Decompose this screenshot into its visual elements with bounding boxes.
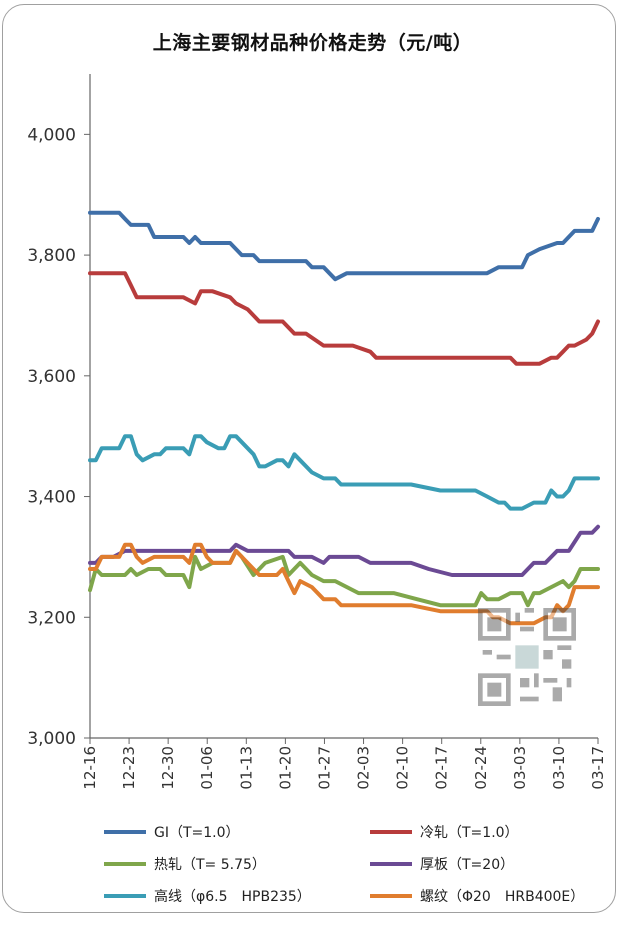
- x-tick-label: 03-03: [511, 746, 529, 790]
- axes: [89, 74, 598, 739]
- series-line-1: [88, 271, 600, 366]
- legend-label-2: 热轧（T= 5.75）: [154, 857, 266, 873]
- series-line-4: [88, 434, 600, 511]
- x-tick-label: 12-30: [159, 746, 177, 790]
- y-tick-label: 3,400: [27, 488, 76, 508]
- chart-frame: [2, 4, 616, 913]
- x-tick-label: 02-03: [355, 746, 373, 790]
- x-tick-label: 03-17: [589, 746, 607, 790]
- y-tick-label: 3,800: [27, 246, 76, 266]
- legend-label-4: 高线（φ6.5 HPB235）: [154, 888, 311, 905]
- qr-code-watermark: [478, 608, 576, 706]
- x-axis-ticks: 12-16 12-23 12-30 01-06 01-13 01-20 01-27 02-03…: [81, 738, 607, 790]
- y-tick-label: 3,200: [27, 608, 76, 628]
- x-tick-label: 12-16: [81, 746, 99, 790]
- legend-label-5: 螺纹（Φ20 HRB400E）: [420, 889, 584, 905]
- x-tick-label: 01-20: [276, 746, 294, 790]
- y-tick-label: 3,000: [27, 729, 76, 749]
- chart-title: 上海主要钢材品种价格走势（元/吨）: [152, 32, 473, 54]
- legend-label-0: GI（T=1.0）: [154, 825, 240, 841]
- x-tick-label: 02-10: [394, 746, 412, 790]
- x-tick-label: 03-10: [550, 746, 568, 790]
- legend-label-3: 厚板（T=20）: [420, 857, 514, 873]
- y-axis-ticks: 3,000 3,200 3,400 3,600 3,800 4,000: [27, 125, 90, 749]
- series-line-0: [88, 210, 600, 282]
- series-line-3: [88, 524, 600, 577]
- x-tick-label: 01-06: [198, 746, 216, 790]
- series-line-2: [88, 548, 600, 608]
- x-tick-label: 01-13: [237, 746, 255, 790]
- x-tick-label: 02-17: [433, 746, 451, 790]
- legend: GI（T=1.0） 冷轧（T=1.0） 热轧（T= 5.75） 厚板（T=20） 高线（…: [104, 825, 584, 905]
- x-tick-label: 12-23: [120, 746, 138, 790]
- legend-label-1: 冷轧（T=1.0）: [420, 825, 519, 841]
- x-tick-label: 02-24: [472, 746, 490, 790]
- y-tick-label: 3,600: [27, 367, 76, 387]
- series-lines: [88, 210, 600, 626]
- y-tick-label: 4,000: [27, 125, 76, 145]
- x-tick-label: 01-27: [315, 746, 333, 790]
- series-line-5: [88, 542, 600, 626]
